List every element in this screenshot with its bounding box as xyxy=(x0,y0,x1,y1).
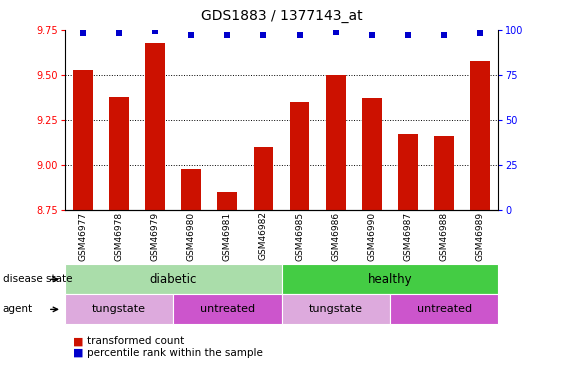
Point xyxy=(476,30,485,36)
Bar xyxy=(434,136,454,210)
Text: tungstate: tungstate xyxy=(309,304,363,314)
Bar xyxy=(109,97,129,210)
Text: transformed count: transformed count xyxy=(87,336,185,346)
Bar xyxy=(470,61,490,210)
Bar xyxy=(145,43,165,210)
Bar xyxy=(326,75,346,210)
Text: agent: agent xyxy=(3,304,33,314)
Point xyxy=(259,32,268,38)
Point xyxy=(440,32,449,38)
Text: untreated: untreated xyxy=(200,304,255,314)
Point xyxy=(78,30,87,36)
Bar xyxy=(217,192,237,210)
Bar xyxy=(73,70,93,210)
Bar xyxy=(398,134,418,210)
Point xyxy=(150,28,159,34)
Text: GDS1883 / 1377143_at: GDS1883 / 1377143_at xyxy=(200,9,363,23)
Point xyxy=(367,32,376,38)
Text: ■: ■ xyxy=(73,336,84,346)
Bar xyxy=(289,102,310,210)
Text: diabetic: diabetic xyxy=(149,273,197,286)
Bar xyxy=(181,169,201,210)
Text: percentile rank within the sample: percentile rank within the sample xyxy=(87,348,263,357)
Text: disease state: disease state xyxy=(3,274,72,284)
Point xyxy=(223,32,232,38)
Point xyxy=(295,32,304,38)
Point xyxy=(114,30,123,36)
Bar xyxy=(362,98,382,210)
Bar xyxy=(253,147,274,210)
Point xyxy=(331,29,340,35)
Point xyxy=(404,32,413,38)
Text: untreated: untreated xyxy=(417,304,472,314)
Text: tungstate: tungstate xyxy=(92,304,146,314)
Text: ■: ■ xyxy=(73,348,84,357)
Text: healthy: healthy xyxy=(368,273,412,286)
Point xyxy=(187,32,196,38)
